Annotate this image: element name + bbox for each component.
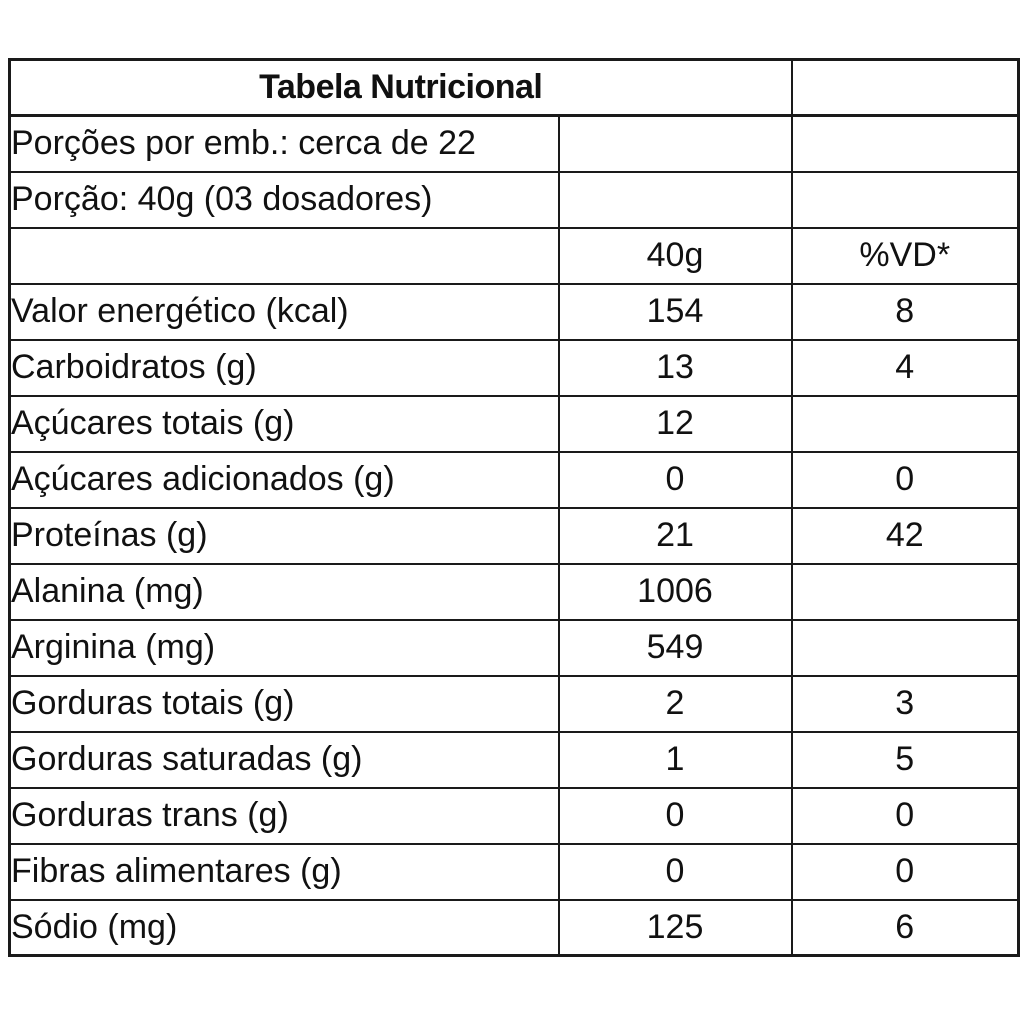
servings-info-text: Porções por emb.: cerca de 22 [8, 114, 560, 173]
nutrition-table: Tabela Nutricional Porções por emb.: cer… [8, 58, 1020, 957]
nutrient-dv: 0 [790, 842, 1020, 901]
serving-size-row-empty-dv-cell [790, 170, 1020, 229]
nutrient-amount: 0 [557, 450, 793, 509]
nutrient-dv: 5 [790, 730, 1020, 789]
nutrient-row: Fibras alimentares (g) 0 0 [8, 842, 1020, 901]
nutrient-dv [790, 562, 1020, 621]
nutrient-dv: 8 [790, 282, 1020, 341]
nutrient-name: Gorduras totais (g) [8, 674, 560, 733]
nutrient-dv: 4 [790, 338, 1020, 397]
title-row-empty-cell [790, 58, 1020, 117]
nutrient-name: Valor energético (kcal) [8, 282, 560, 341]
nutrient-row: Arginina (mg) 549 [8, 618, 1020, 677]
nutrient-name: Proteínas (g) [8, 506, 560, 565]
nutrient-row: Gorduras trans (g) 0 0 [8, 786, 1020, 845]
nutrient-name: Gorduras saturadas (g) [8, 730, 560, 789]
servings-row: Porções por emb.: cerca de 22 [8, 114, 1020, 173]
nutrient-amount: 125 [557, 898, 793, 957]
nutrient-name: Carboidratos (g) [8, 338, 560, 397]
column-header-row: 40g %VD* [8, 226, 1020, 285]
nutrient-name: Gorduras trans (g) [8, 786, 560, 845]
nutrient-dv: 0 [790, 450, 1020, 509]
nutrient-amount: 13 [557, 338, 793, 397]
nutrient-row: Gorduras totais (g) 2 3 [8, 674, 1020, 733]
nutrient-name: Açúcares adicionados (g) [8, 450, 560, 509]
servings-row-empty-dv-cell [790, 114, 1020, 173]
nutrient-row: Valor energético (kcal) 154 8 [8, 282, 1020, 341]
nutrient-name: Alanina (mg) [8, 562, 560, 621]
title-row: Tabela Nutricional [8, 58, 1020, 117]
servings-row-empty-amount-cell [557, 114, 793, 173]
nutrient-name: Sódio (mg) [8, 898, 560, 957]
table-title: Tabela Nutricional [8, 58, 793, 117]
nutrient-row: Alanina (mg) 1006 [8, 562, 1020, 621]
nutrient-dv: 0 [790, 786, 1020, 845]
nutrient-amount: 2 [557, 674, 793, 733]
nutrient-amount: 0 [557, 842, 793, 901]
dv-column-header: %VD* [790, 226, 1020, 285]
nutrient-amount: 1 [557, 730, 793, 789]
serving-size-info-text: Porção: 40g (03 dosadores) [8, 170, 560, 229]
nutrient-dv: 42 [790, 506, 1020, 565]
nutrient-name: Açúcares totais (g) [8, 394, 560, 453]
nutrient-amount: 21 [557, 506, 793, 565]
nutrient-column-header [8, 226, 560, 285]
serving-size-row-empty-amount-cell [557, 170, 793, 229]
nutrient-row: Gorduras saturadas (g) 1 5 [8, 730, 1020, 789]
amount-column-header: 40g [557, 226, 793, 285]
nutrient-amount: 0 [557, 786, 793, 845]
nutrient-row: Açúcares totais (g) 12 [8, 394, 1020, 453]
serving-size-row: Porção: 40g (03 dosadores) [8, 170, 1020, 229]
nutrient-name: Arginina (mg) [8, 618, 560, 677]
nutrient-row: Proteínas (g) 21 42 [8, 506, 1020, 565]
nutrient-dv: 3 [790, 674, 1020, 733]
nutrient-name: Fibras alimentares (g) [8, 842, 560, 901]
nutrient-dv [790, 394, 1020, 453]
nutrient-amount: 12 [557, 394, 793, 453]
nutrient-dv [790, 618, 1020, 677]
nutrient-dv: 6 [790, 898, 1020, 957]
nutrition-table-body: Tabela Nutricional Porções por emb.: cer… [8, 58, 1020, 957]
nutrient-row: Açúcares adicionados (g) 0 0 [8, 450, 1020, 509]
nutrient-row: Carboidratos (g) 13 4 [8, 338, 1020, 397]
nutrient-row: Sódio (mg) 125 6 [8, 898, 1020, 957]
nutrient-amount: 154 [557, 282, 793, 341]
nutrient-amount: 1006 [557, 562, 793, 621]
nutrient-amount: 549 [557, 618, 793, 677]
